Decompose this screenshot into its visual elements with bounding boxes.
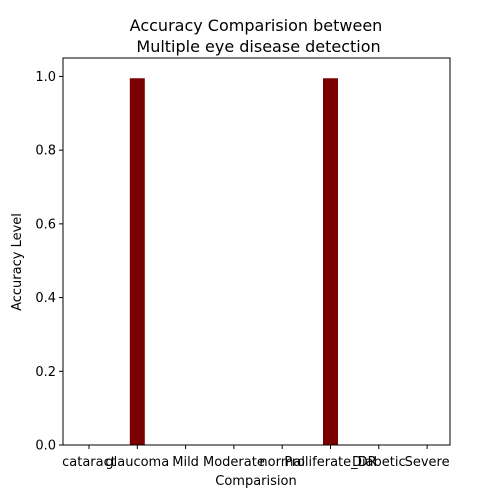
x-tick-label: Severe (405, 455, 450, 470)
x-tick-label: Proliferate_DR (284, 455, 376, 470)
x-tick-label: normal (259, 455, 305, 470)
y-axis: 0.0 0.2 0.4 0.6 0.8 1.0 (35, 70, 63, 454)
x-tick-label: cataract (62, 455, 116, 470)
chart-title-line-1: Accuracy Comparision between (130, 16, 383, 35)
plot-frame (62, 57, 451, 446)
bar-proliferate-dr (323, 78, 338, 446)
y-tick-label: 1.0 (35, 70, 56, 85)
bar-glaucoma (129, 78, 145, 446)
x-tick-label: Moderate (203, 455, 265, 470)
y-tick-label: 0.0 (35, 439, 56, 454)
y-axis-label: Accuracy Level (10, 213, 25, 311)
chart-title-line-2: Multiple eye disease detection (131, 37, 380, 56)
y-tick-label: 0.2 (35, 365, 56, 380)
bars-group (129, 78, 338, 446)
x-tick-label: Mild (172, 455, 199, 470)
y-tick-label: 0.8 (35, 144, 56, 159)
x-tick-label: Diabetic (352, 455, 406, 470)
y-tick-label: 0.6 (35, 217, 56, 232)
y-tick-label: 0.4 (35, 291, 56, 306)
x-axis-label: Comparision (215, 474, 296, 489)
x-tick-label: glaucoma (105, 455, 169, 470)
